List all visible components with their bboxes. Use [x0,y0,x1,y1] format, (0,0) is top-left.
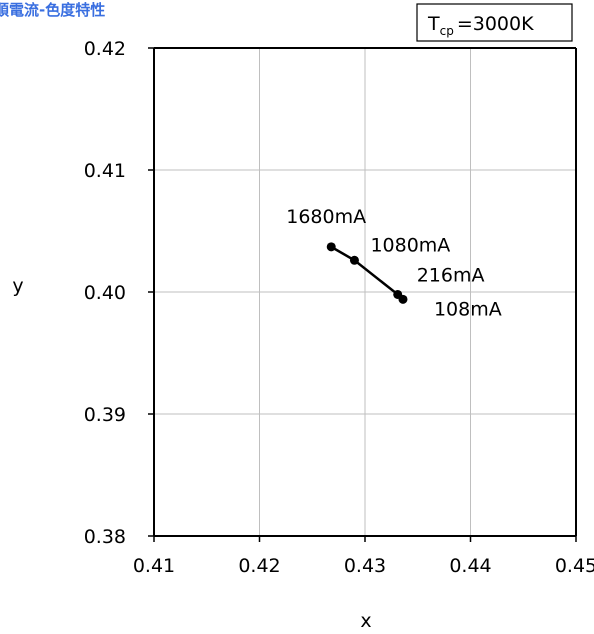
data-label: 1080mA [370,234,450,256]
data-point [349,255,359,265]
data-point [326,242,336,252]
data-label: 216mA [417,264,485,286]
y-tick-label: 0.39 [84,404,126,426]
condition-text: Tcp =3000K [427,13,534,38]
axes [148,47,577,542]
condition-symbol: T [427,13,440,35]
data-series [326,242,408,304]
condition-subscript: cp [440,24,454,38]
x-axis-title: x [360,610,371,632]
x-tick-label: 0.42 [238,555,280,577]
x-tick-label: 0.44 [449,555,491,577]
data-label: 1680mA [286,206,366,228]
x-tick-label: 0.45 [555,555,594,577]
chart-title: 順電流-色度特性 [0,1,105,19]
y-tick-label: 0.42 [84,38,126,60]
x-tick-label: 0.41 [133,555,175,577]
y-tick-label: 0.41 [84,160,126,182]
x-tick-label: 0.43 [344,555,386,577]
condition-box-frame [416,3,573,42]
y-tick-label: 0.38 [84,526,126,548]
y-axis-title: y [12,275,23,297]
y-tick-label: 0.40 [84,282,126,304]
condition-value: =3000K [457,13,534,35]
grid [154,48,576,536]
data-label: 108mA [434,298,502,320]
condition-box: Tcp =3000K [416,3,573,42]
data-point [398,294,408,304]
tick-labels: 0.41 0.42 0.43 0.44 0.45 0.38 0.39 0.40 0.41 0.42 [84,38,594,577]
